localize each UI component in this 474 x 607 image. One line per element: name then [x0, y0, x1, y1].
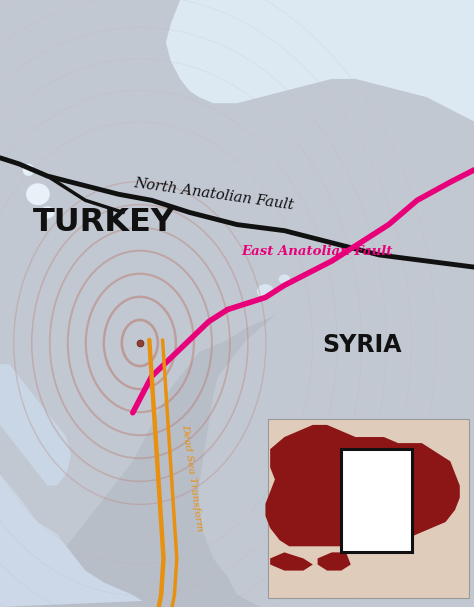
Text: Dead Sea Transform: Dead Sea Transform — [181, 424, 204, 532]
Text: TURKEY: TURKEY — [33, 206, 175, 238]
Bar — [341, 449, 412, 552]
Polygon shape — [270, 552, 313, 571]
Polygon shape — [265, 425, 460, 546]
Text: SYRIA: SYRIA — [322, 333, 402, 357]
Ellipse shape — [40, 206, 55, 219]
Polygon shape — [0, 364, 71, 486]
Ellipse shape — [279, 274, 290, 284]
Ellipse shape — [257, 284, 274, 299]
Polygon shape — [0, 0, 474, 583]
Text: North Anatolian Fault: North Anatolian Fault — [133, 176, 295, 212]
Polygon shape — [318, 552, 351, 571]
Polygon shape — [0, 473, 142, 607]
Polygon shape — [199, 170, 474, 607]
Bar — [268, 419, 469, 598]
Text: East Anatolian Fault: East Anatolian Fault — [242, 245, 393, 258]
Ellipse shape — [26, 183, 50, 205]
Polygon shape — [166, 0, 474, 121]
Ellipse shape — [23, 164, 34, 176]
